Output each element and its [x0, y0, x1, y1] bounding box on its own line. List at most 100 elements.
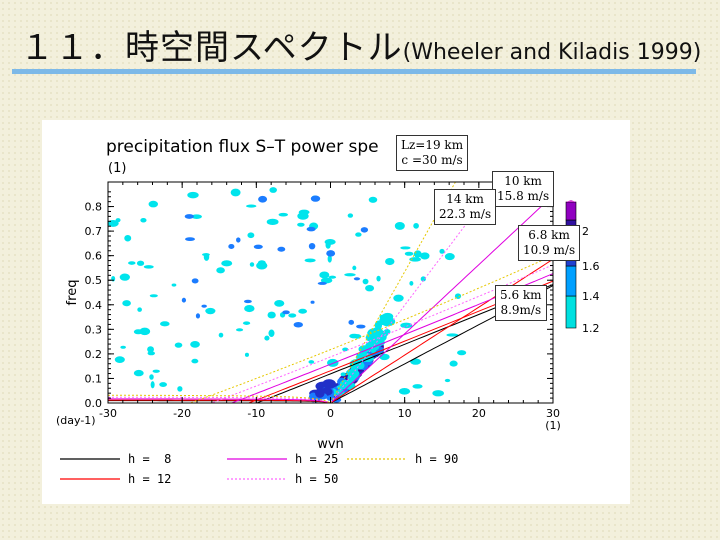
power-blob — [277, 246, 286, 252]
y-tick-label: 0.4 — [85, 299, 103, 312]
colorbar-label: 2 — [582, 225, 589, 238]
kelvin-line — [330, 195, 553, 403]
power-blob — [409, 281, 414, 286]
power-blob — [282, 310, 290, 315]
power-blob — [249, 262, 255, 267]
power-blob — [328, 275, 337, 279]
annotation-10km: 10 km 15.8 m/s — [492, 171, 555, 207]
colorbar-segment — [565, 295, 577, 329]
power-blob — [228, 243, 235, 250]
power-blob — [253, 244, 263, 249]
y-tick-label: 0.6 — [85, 250, 103, 263]
chart-title: precipitation flux S–T power spe — [106, 137, 379, 157]
y-tick-label: 0.0 — [85, 397, 103, 410]
power-blob — [379, 314, 394, 320]
rossby-curve — [108, 398, 331, 403]
power-blob — [268, 329, 275, 337]
power-blob — [326, 250, 336, 257]
power-blob — [243, 299, 252, 304]
power-blob — [360, 227, 369, 233]
power-blob — [410, 358, 421, 365]
power-blob — [398, 388, 411, 395]
rossby-curve — [108, 399, 331, 403]
power-blob — [457, 350, 467, 356]
power-blob — [177, 386, 183, 392]
kelvin-line — [330, 182, 499, 403]
colorbar-segment — [565, 201, 577, 221]
power-blob — [187, 191, 199, 199]
annotation-5-6km: 5.6 km 8.9m/s — [495, 285, 547, 321]
power-blob — [264, 335, 270, 341]
power-blob — [298, 308, 308, 314]
power-blob — [143, 265, 154, 269]
power-blob — [218, 332, 224, 338]
annotation-6-8km: 6.8 km 10.9 m/s — [518, 225, 581, 261]
power-blob — [310, 300, 315, 304]
power-blob — [342, 347, 349, 352]
power-blob — [444, 378, 451, 383]
power-blob — [236, 237, 241, 243]
y-tick-label: 0.2 — [85, 348, 103, 361]
y-tick-label: 0.8 — [85, 201, 103, 214]
annotation-line: 5.6 km — [500, 288, 542, 302]
power-blob — [393, 294, 404, 302]
power-blob — [409, 257, 422, 262]
power-blob — [184, 214, 194, 219]
annotation-line: 6.8 km — [528, 228, 570, 242]
power-blob — [230, 188, 241, 197]
power-blob — [379, 353, 390, 361]
legend-label: h = 25 — [295, 452, 338, 466]
power-blob — [122, 300, 131, 307]
title-underline — [12, 69, 696, 74]
power-blob — [147, 346, 155, 353]
inertio-gravity-curve — [188, 255, 553, 403]
power-blob — [413, 222, 419, 229]
power-blob — [412, 384, 423, 389]
x-tick-label: 10 — [398, 407, 412, 420]
power-blob — [246, 204, 257, 208]
power-blob — [369, 343, 377, 354]
dispersion-curves — [108, 182, 553, 403]
power-blob — [308, 360, 315, 364]
spectrum-figure: precipitation flux S–T power spe (1) -30 -2… — [42, 120, 630, 504]
power-blob — [195, 313, 201, 319]
power-blob — [446, 333, 459, 337]
power-blob — [420, 276, 426, 282]
rossby-curve — [108, 394, 331, 403]
y-unit-label: (day-1) — [56, 414, 96, 427]
power-blob — [191, 278, 199, 284]
power-blob — [356, 324, 366, 329]
panel-label: (1) — [108, 161, 126, 176]
x-axis-label: wvn — [317, 437, 344, 452]
power-blob — [128, 261, 136, 265]
power-blob — [244, 352, 249, 357]
power-blob — [439, 248, 445, 254]
power-blob — [344, 273, 356, 277]
power-blob — [374, 328, 384, 335]
power-blob — [160, 321, 170, 327]
power-blob — [120, 345, 126, 349]
annotation-line: Lz=19 km — [401, 138, 464, 152]
colorbar-label: 1.4 — [582, 290, 600, 303]
x-tick-label: 0 — [327, 407, 334, 420]
annotation-lz19: Lz=19 km c =30 m/s — [396, 135, 469, 171]
slide-title-reference: (Wheeler and Kiladis 1999) — [402, 40, 702, 65]
power-blob — [171, 283, 177, 287]
colorbar-label: 1.2 — [582, 322, 600, 335]
power-blob — [348, 370, 360, 376]
power-blob — [266, 218, 279, 226]
power-blob — [400, 322, 413, 329]
power-blob — [278, 212, 289, 217]
x-unit-label: (1) — [545, 419, 561, 432]
power-blob — [345, 382, 356, 391]
slide-title-main: １１．時空間スペクトル — [20, 28, 403, 68]
annotation-line: 10.9 m/s — [523, 243, 576, 257]
power-blob — [297, 212, 309, 220]
annotation-line: 15.8 m/s — [497, 189, 550, 203]
power-blob — [365, 284, 375, 292]
rossby-curve — [108, 396, 331, 403]
power-blob — [267, 311, 276, 319]
annotation-line: 14 km — [446, 192, 484, 206]
power-blob — [420, 252, 430, 260]
power-blob — [269, 187, 277, 193]
